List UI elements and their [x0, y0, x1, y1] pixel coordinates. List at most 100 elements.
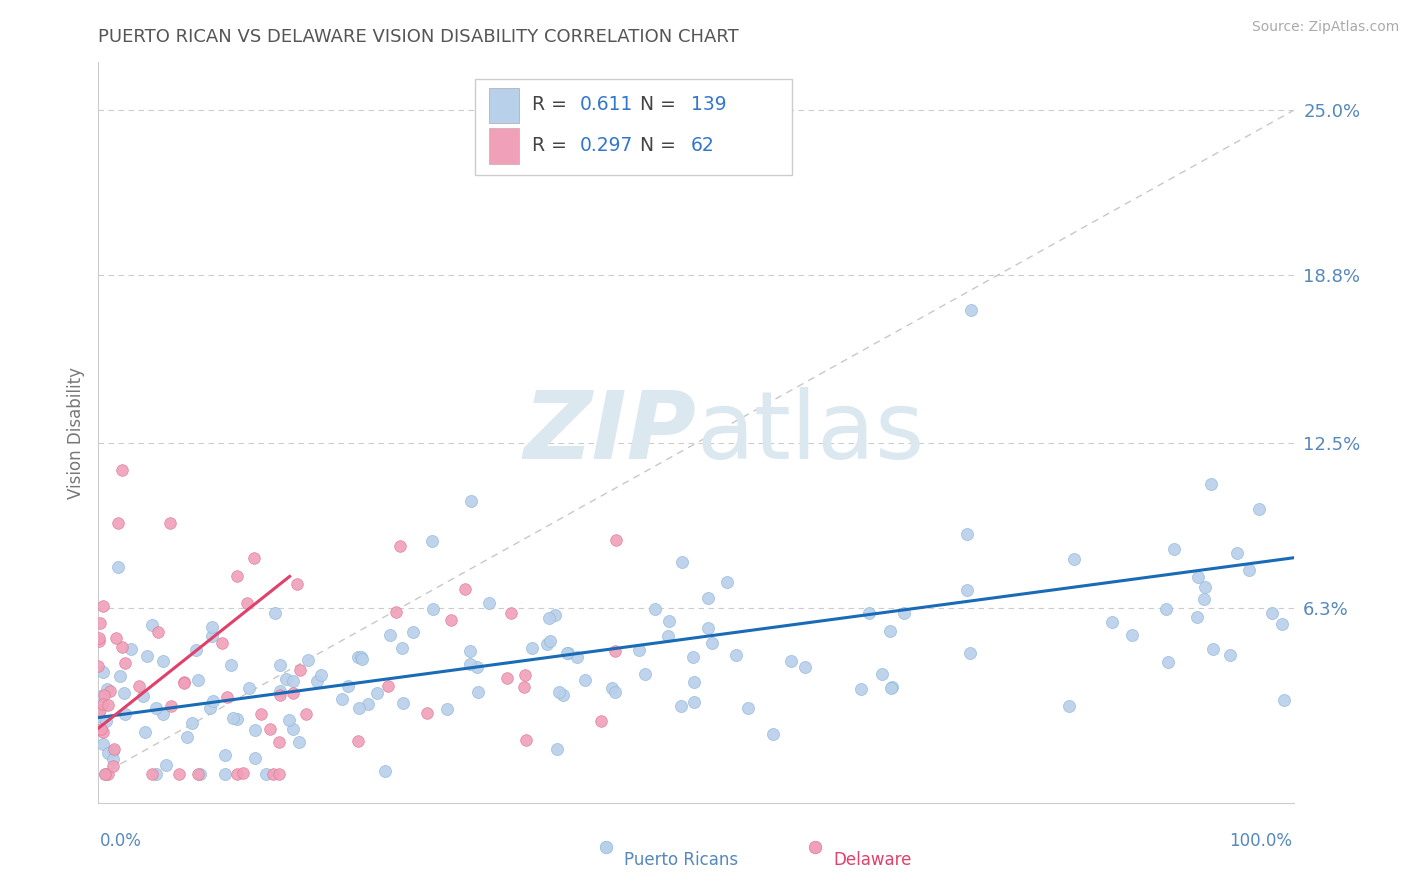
Point — [148, 624, 170, 639]
Point — [357, 697, 380, 711]
Point — [278, 714, 301, 728]
Point — [87, 633, 110, 648]
Point — [1057, 699, 1080, 714]
Point — [682, 695, 704, 709]
Point — [107, 516, 129, 530]
Point — [337, 680, 360, 694]
Point — [101, 759, 124, 773]
Point — [538, 633, 561, 648]
Point — [120, 641, 142, 656]
Point — [236, 596, 259, 610]
Point — [658, 614, 681, 628]
Point — [388, 540, 411, 554]
Point — [285, 577, 308, 591]
Point — [93, 766, 115, 780]
Point — [184, 642, 207, 657]
Point — [683, 675, 706, 690]
Point — [499, 606, 522, 620]
Point — [211, 636, 233, 650]
Point — [716, 575, 738, 590]
Text: 62: 62 — [692, 136, 714, 155]
Point — [91, 665, 114, 679]
Point — [187, 673, 209, 687]
Point — [737, 701, 759, 715]
Point — [200, 629, 222, 643]
Point — [1187, 570, 1209, 584]
Point — [155, 758, 177, 772]
Point — [141, 617, 163, 632]
Point — [111, 640, 134, 654]
Point — [201, 619, 224, 633]
Point — [453, 582, 475, 597]
Point — [724, 648, 747, 663]
Point — [350, 649, 373, 664]
Point — [1194, 580, 1216, 594]
Point — [849, 681, 872, 696]
Point — [104, 631, 127, 645]
Point — [384, 605, 406, 619]
Point — [347, 650, 370, 665]
Point — [108, 669, 131, 683]
Point — [603, 685, 626, 699]
Point — [959, 646, 981, 660]
Point — [112, 686, 135, 700]
Point — [288, 735, 311, 749]
Point — [93, 688, 115, 702]
Point — [90, 723, 112, 737]
Point — [458, 644, 481, 658]
Point — [94, 766, 117, 780]
Point — [1187, 610, 1209, 624]
Point — [274, 672, 297, 686]
Text: 100.0%: 100.0% — [1229, 832, 1292, 850]
Point — [145, 766, 167, 780]
Point — [245, 751, 267, 765]
Point — [232, 765, 254, 780]
Point — [793, 660, 815, 674]
Point — [478, 596, 501, 610]
Point — [1271, 616, 1294, 631]
Point — [391, 640, 413, 655]
Point — [330, 691, 353, 706]
Y-axis label: Vision Disability: Vision Disability — [66, 367, 84, 499]
Point — [283, 722, 305, 736]
FancyBboxPatch shape — [475, 78, 792, 175]
Point — [657, 629, 679, 643]
Point — [136, 649, 159, 664]
Text: Puerto Ricans: Puerto Ricans — [624, 851, 738, 869]
Point — [152, 654, 174, 668]
Point — [1154, 602, 1177, 616]
Point — [392, 696, 415, 710]
Point — [515, 733, 537, 747]
Point — [264, 607, 287, 621]
Point — [366, 686, 388, 700]
Text: 0.297: 0.297 — [581, 136, 634, 155]
Point — [780, 654, 803, 668]
Point — [697, 621, 720, 635]
Point — [238, 681, 260, 696]
Point — [879, 681, 901, 695]
Point — [553, 688, 575, 702]
Point — [96, 682, 118, 697]
Point — [1101, 615, 1123, 629]
Point — [90, 689, 112, 703]
Point — [436, 702, 458, 716]
Point — [1261, 606, 1284, 620]
Point — [188, 766, 211, 780]
Point — [187, 766, 209, 780]
Point — [294, 707, 316, 722]
Point — [467, 660, 489, 674]
Point — [214, 766, 236, 780]
Point — [1199, 476, 1222, 491]
Text: R =: R = — [533, 136, 574, 155]
Point — [520, 640, 543, 655]
Point — [225, 712, 247, 726]
Point — [671, 555, 693, 569]
Point — [347, 700, 370, 714]
Point — [250, 707, 273, 722]
Point — [347, 734, 370, 748]
Point — [512, 680, 534, 694]
Point — [565, 649, 588, 664]
Point — [1156, 656, 1178, 670]
Point — [546, 742, 568, 756]
Point — [259, 722, 281, 736]
